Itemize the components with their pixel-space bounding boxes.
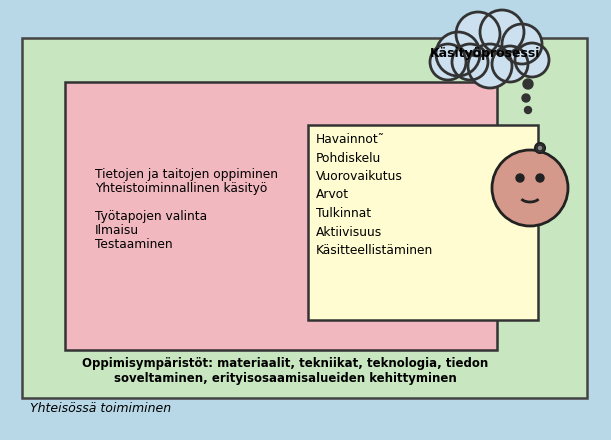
Circle shape [535, 143, 545, 153]
FancyBboxPatch shape [22, 38, 587, 398]
Circle shape [516, 174, 524, 182]
Circle shape [492, 150, 568, 226]
Circle shape [452, 44, 488, 80]
Text: Oppimisympäristöt: materiaalit, tekniikat, teknologia, tiedon: Oppimisympäristöt: materiaalit, tekniika… [82, 357, 489, 370]
Text: Yhteisössä toimiminen: Yhteisössä toimiminen [30, 402, 171, 415]
Text: Tulkinnat: Tulkinnat [316, 207, 371, 220]
Text: Pohdiskelu: Pohdiskelu [316, 151, 381, 165]
Circle shape [537, 145, 543, 151]
Text: Aktiivisuus: Aktiivisuus [316, 225, 382, 238]
Circle shape [515, 43, 549, 77]
Circle shape [536, 174, 544, 182]
Text: Vuorovaikutus: Vuorovaikutus [316, 170, 403, 183]
FancyBboxPatch shape [308, 125, 538, 320]
Circle shape [436, 32, 480, 76]
Text: Käsityöprosessi: Käsityöprosessi [430, 48, 540, 60]
Circle shape [522, 94, 530, 102]
Text: Testaaminen: Testaaminen [95, 238, 173, 251]
FancyBboxPatch shape [65, 82, 497, 350]
Text: Tietojen ja taitojen oppiminen: Tietojen ja taitojen oppiminen [95, 168, 278, 181]
Text: Työtapojen valinta: Työtapojen valinta [95, 210, 207, 223]
Circle shape [524, 106, 532, 114]
Text: Arvot: Arvot [316, 188, 349, 202]
Circle shape [480, 10, 524, 54]
Circle shape [468, 44, 512, 88]
Circle shape [430, 44, 466, 80]
Text: soveltaminen, erityisosaamisalueiden kehittyminen: soveltaminen, erityisosaamisalueiden keh… [114, 372, 457, 385]
Circle shape [492, 46, 528, 82]
Circle shape [502, 24, 542, 64]
Circle shape [523, 79, 533, 89]
Text: Yhteistoiminnallinen käsityö: Yhteistoiminnallinen käsityö [95, 182, 268, 195]
Text: Ilmaisu: Ilmaisu [95, 224, 139, 237]
Circle shape [456, 12, 500, 56]
Text: Käsitteellistäminen: Käsitteellistäminen [316, 244, 433, 257]
Text: Havainnot˜: Havainnot˜ [316, 133, 385, 146]
